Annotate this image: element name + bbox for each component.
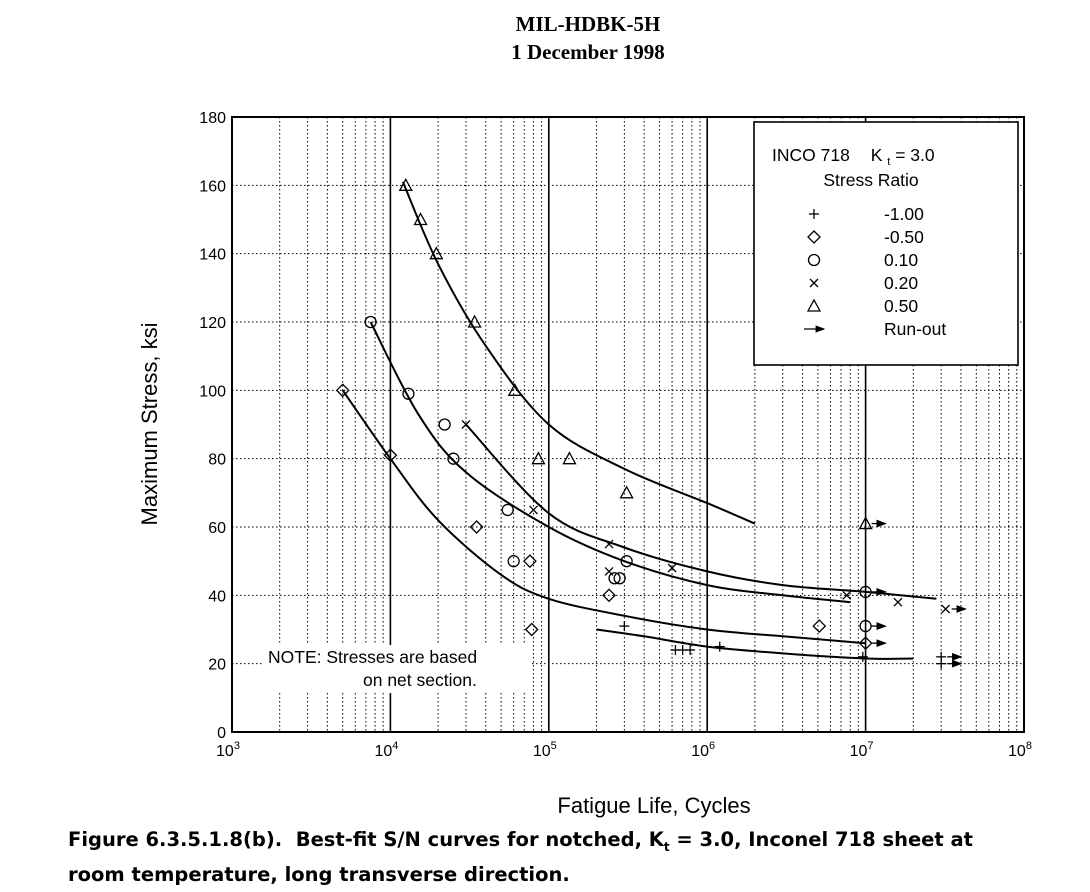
data-point-r0.50 bbox=[562, 451, 577, 465]
fit-curve-r0.50 bbox=[401, 181, 756, 525]
data-point-r0.10 bbox=[438, 418, 451, 431]
caption-text-b: = 3.0, Inconel 718 sheet at bbox=[669, 828, 973, 851]
y-axis-label: Maximum Stress, ksi bbox=[137, 323, 162, 526]
caption-line-2: room temperature, long transverse direct… bbox=[68, 862, 570, 886]
y-tick-label: 0 bbox=[217, 725, 226, 742]
data-point-r0.50 bbox=[413, 212, 428, 226]
legend-symbol-triangle-icon bbox=[806, 298, 822, 312]
data-point-r0.20 bbox=[941, 604, 951, 614]
note-box: NOTE: Stresses are based on net section. bbox=[262, 645, 532, 693]
fit-curve-r0.20 bbox=[465, 423, 937, 600]
data-points bbox=[335, 177, 967, 669]
y-tick-label: 100 bbox=[199, 383, 226, 400]
plot-frame bbox=[231, 116, 1025, 733]
data-point-r0.10 bbox=[501, 503, 514, 517]
data-point-r0.20 bbox=[893, 597, 903, 607]
data-point-r0.10 bbox=[859, 585, 872, 599]
y-tick-label: 140 bbox=[199, 247, 226, 264]
data-point-r-1.00 bbox=[857, 651, 868, 662]
y-tick-label: 180 bbox=[199, 110, 226, 127]
data-point-r-0.50 bbox=[812, 619, 827, 634]
y-tick-label: 80 bbox=[208, 452, 226, 469]
data-point-r0.50 bbox=[619, 485, 634, 499]
data-point-r0.50 bbox=[398, 177, 413, 191]
y-tick-label: 20 bbox=[208, 657, 226, 674]
legend-subtitle: Stress Ratio bbox=[823, 170, 918, 190]
fit-curve-r-1.00 bbox=[596, 628, 914, 660]
best-fit-curves bbox=[341, 181, 937, 660]
data-point-r0.20 bbox=[842, 590, 852, 600]
legend-label: -1.00 bbox=[884, 204, 924, 224]
data-point-r0.50 bbox=[531, 451, 546, 465]
y-tick-label: 60 bbox=[208, 520, 226, 537]
data-point-r0.10 bbox=[608, 572, 621, 585]
legend-label: 0.10 bbox=[884, 250, 918, 270]
legend-box bbox=[753, 121, 1019, 366]
data-point-r-0.50 bbox=[858, 636, 873, 651]
data-point-r-1.00 bbox=[619, 621, 630, 632]
data-point-r-1.00 bbox=[714, 641, 725, 652]
data-point-r0.10 bbox=[620, 555, 633, 568]
fit-curve-r-0.50 bbox=[341, 389, 866, 645]
x-tick-label: 104 bbox=[374, 740, 398, 760]
data-point-r0.20 bbox=[604, 539, 614, 549]
legend-symbol-plus-icon bbox=[809, 209, 819, 219]
y-tick-label: 160 bbox=[199, 178, 226, 195]
data-point-r0.20 bbox=[461, 420, 471, 429]
legend-symbol-circle-icon bbox=[807, 253, 821, 267]
x-tick-label: 106 bbox=[691, 740, 715, 760]
data-point-r-0.50 bbox=[469, 520, 484, 534]
legend-symbol-x-icon bbox=[809, 278, 819, 288]
data-point-r0.10 bbox=[859, 619, 872, 633]
legend: INCO 718 K t = 3.0 Stress Ratio -1.00 -0.… bbox=[753, 121, 1019, 366]
data-point-r-0.50 bbox=[383, 448, 398, 463]
legend-label: 0.20 bbox=[884, 273, 918, 293]
data-point-r0.20 bbox=[604, 566, 614, 576]
legend-entries: -1.00 -0.50 0.10 0.20 0.50 Run-out bbox=[804, 204, 946, 339]
x-tick-label: 107 bbox=[850, 740, 874, 760]
figure-label: Figure 6.3.5.1.8(b). bbox=[68, 828, 283, 851]
data-point-r0.50 bbox=[507, 382, 522, 396]
legend-label: 0.50 bbox=[884, 296, 918, 316]
legend-symbol-diamond-icon bbox=[807, 230, 821, 244]
data-point-r-0.50 bbox=[524, 622, 539, 637]
data-point-r0.20 bbox=[667, 563, 677, 573]
data-point-r-0.50 bbox=[335, 383, 350, 398]
data-point-r0.10 bbox=[507, 555, 520, 568]
data-point-r0.50 bbox=[858, 516, 873, 530]
document-date: 1 December 1998 bbox=[511, 40, 665, 64]
sn-chart: 0 20 40 60 80 100 120 140 160 180 103 104 105 106 107 1… bbox=[137, 110, 1032, 818]
y-tick-label: 120 bbox=[199, 315, 226, 332]
x-axis-label: Fatigue Life, Cycles bbox=[557, 793, 750, 818]
figure-caption: Figure 6.3.5.1.8(b). Best-fit S/N curves… bbox=[68, 826, 1068, 889]
data-point-r0.20 bbox=[528, 505, 538, 515]
note-line-1: NOTE: Stresses are based bbox=[268, 647, 477, 667]
note-line-2: on net section. bbox=[363, 670, 477, 690]
legend-label: -0.50 bbox=[884, 227, 924, 247]
fit-curve-r0.10 bbox=[369, 321, 851, 604]
data-point-r0.10 bbox=[447, 452, 460, 465]
data-point-r0.50 bbox=[467, 314, 482, 328]
data-point-r-0.50 bbox=[523, 554, 537, 569]
legend-title: INCO 718 K t = 3.0 bbox=[772, 145, 935, 169]
x-tick-label: 108 bbox=[1008, 740, 1032, 760]
data-point-r0.50 bbox=[429, 246, 444, 260]
legend-label: Run-out bbox=[884, 319, 946, 339]
x-tick-label: 105 bbox=[533, 740, 557, 760]
data-point-r-1.00 bbox=[936, 658, 947, 669]
caption-text-a: Best-fit S/N curves for notched, K bbox=[295, 828, 664, 851]
y-tick-label: 40 bbox=[208, 588, 226, 605]
document-header: MIL-HDBK-5H bbox=[515, 12, 661, 36]
data-point-r-0.50 bbox=[602, 588, 616, 603]
data-point-r-1.00 bbox=[685, 645, 696, 655]
caption-k-subscript: t bbox=[663, 839, 670, 854]
caption-line-1: Figure 6.3.5.1.8(b). Best-fit S/N curves… bbox=[68, 826, 1068, 861]
data-point-r0.10 bbox=[402, 387, 415, 400]
axis-ticks: 0 20 40 60 80 100 120 140 160 180 103 104 105 106 107 1… bbox=[199, 110, 1032, 760]
data-point-r0.10 bbox=[613, 572, 626, 585]
data-point-r0.10 bbox=[364, 315, 377, 329]
x-tick-label: 103 bbox=[216, 740, 240, 760]
